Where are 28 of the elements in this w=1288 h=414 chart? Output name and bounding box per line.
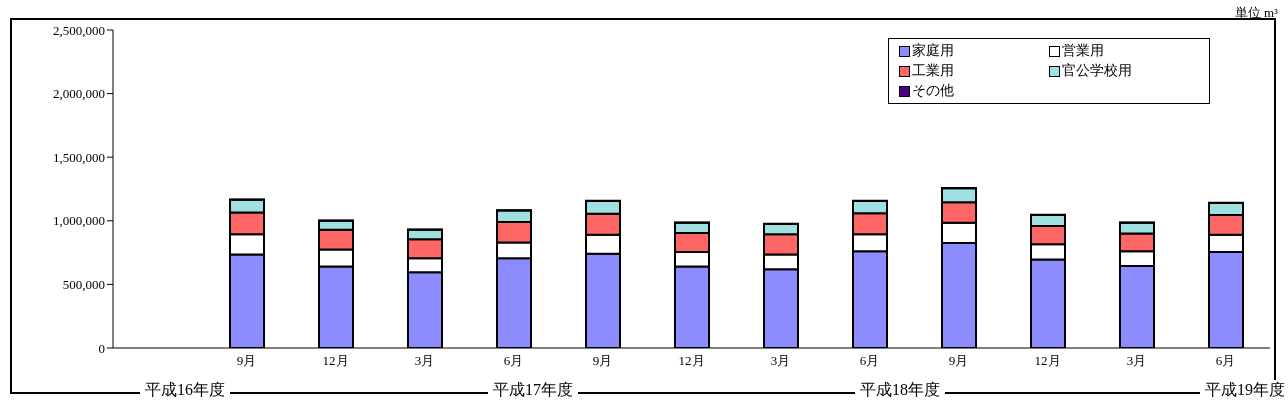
- x-tick-label: 9月: [236, 353, 257, 369]
- legend-label: 家庭用: [912, 42, 954, 60]
- x-tick-label: 6月: [859, 353, 880, 369]
- x-tick-label: 3月: [414, 353, 435, 369]
- legend-label: 営業用: [1062, 42, 1104, 60]
- x-tick-label: 6月: [1215, 353, 1236, 369]
- text: 平成17年度: [488, 380, 578, 401]
- legend-label: その他: [912, 82, 954, 100]
- y-tick-label: 1,000,000: [53, 213, 105, 229]
- x-tick-label: 12月: [678, 353, 705, 369]
- text: 平成19年度: [1200, 380, 1288, 401]
- y-tick-label: 2,500,000: [53, 22, 105, 38]
- y-tick-label: 2,000,000: [53, 86, 105, 102]
- legend-label: 官公学校用: [1062, 62, 1132, 80]
- text: 平成16年度: [140, 380, 230, 401]
- x-tick-label: 3月: [1126, 353, 1147, 369]
- y-tick-label: 0: [98, 340, 105, 356]
- x-tick-label: 9月: [948, 353, 969, 369]
- x-tick-label: 6月: [503, 353, 524, 369]
- legend-label: 工業用: [912, 62, 954, 80]
- x-tick-label: 12月: [322, 353, 349, 369]
- x-tick-label: 9月: [592, 353, 613, 369]
- text: 単位 m³: [1234, 4, 1278, 22]
- x-tick-label: 12月: [1034, 353, 1061, 369]
- x-tick-label: 3月: [770, 353, 791, 369]
- y-tick-label: 500,000: [62, 277, 105, 293]
- text: 平成18年度: [855, 380, 945, 401]
- y-tick-label: 1,500,000: [53, 149, 105, 165]
